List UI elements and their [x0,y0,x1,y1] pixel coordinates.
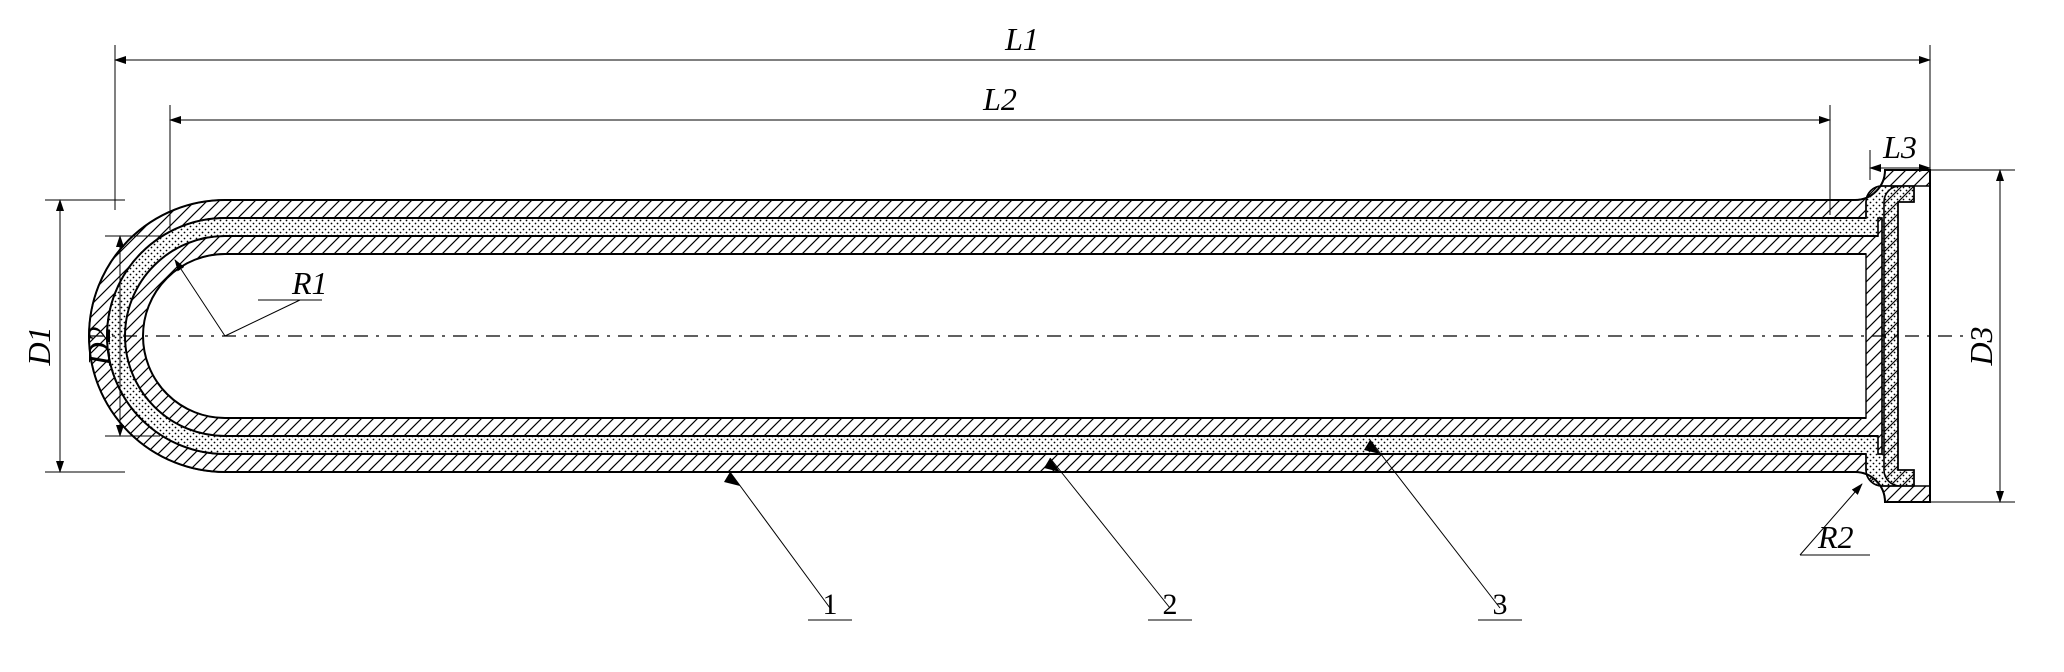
dim-r1-label: R1 [291,265,328,301]
dim-d3-label: D3 [1963,326,1999,366]
callout-2: 2 [1050,458,1192,621]
dim-l2-label: L2 [982,81,1017,117]
dim-d2-label: D2 [81,326,117,366]
callout-1: 1 [730,472,852,621]
dim-r2-label: R2 [1817,519,1854,555]
dim-l3-label: L3 [1882,129,1917,165]
dim-l1-label: L1 [1004,21,1039,57]
dim-d1-label: D1 [21,326,57,366]
svg-text:1: 1 [823,588,838,621]
svg-text:2: 2 [1163,588,1178,621]
svg-text:3: 3 [1493,588,1508,621]
